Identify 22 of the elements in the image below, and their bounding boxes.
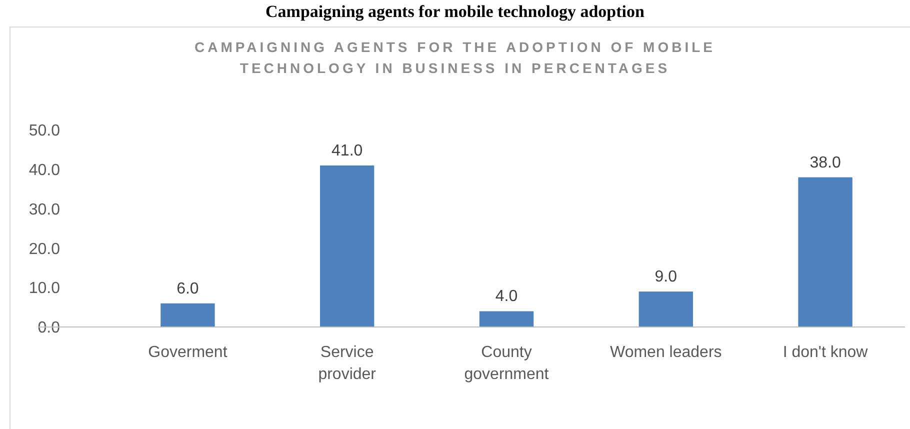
data-label: 4.0 bbox=[495, 288, 518, 306]
chart-title: Campaigning agents for mobile technology adoption bbox=[266, 2, 645, 21]
data-label: 38.0 bbox=[810, 154, 841, 172]
y-tick-label: 10.0 bbox=[28, 280, 60, 298]
bar bbox=[798, 177, 852, 327]
data-label: 41.0 bbox=[332, 142, 363, 160]
x-tick-label: Goverment bbox=[148, 344, 228, 361]
data-label: 9.0 bbox=[654, 268, 678, 286]
x-tick-label: County government bbox=[464, 344, 550, 383]
x-tick-label: Service provider bbox=[318, 344, 377, 383]
bar bbox=[479, 311, 534, 327]
y-tick-label: 40.0 bbox=[28, 162, 60, 179]
x-tick-label: Women leaders bbox=[610, 344, 722, 361]
y-tick-label: 20.0 bbox=[28, 240, 60, 258]
bar bbox=[160, 303, 215, 327]
y-tick-label: 50.0 bbox=[28, 122, 60, 140]
bar bbox=[638, 292, 693, 327]
x-tick-label: I don't know bbox=[782, 344, 868, 361]
bar bbox=[320, 165, 374, 327]
data-label: 6.0 bbox=[176, 280, 199, 298]
chart-subtitle: CAMPAIGNING AGENTS FOR THE ADOPTION OF MOBILE TECHNOLOGY IN BUSINESS IN PERCENTAGES bbox=[194, 39, 716, 76]
y-tick-label: 30.0 bbox=[28, 201, 60, 218]
